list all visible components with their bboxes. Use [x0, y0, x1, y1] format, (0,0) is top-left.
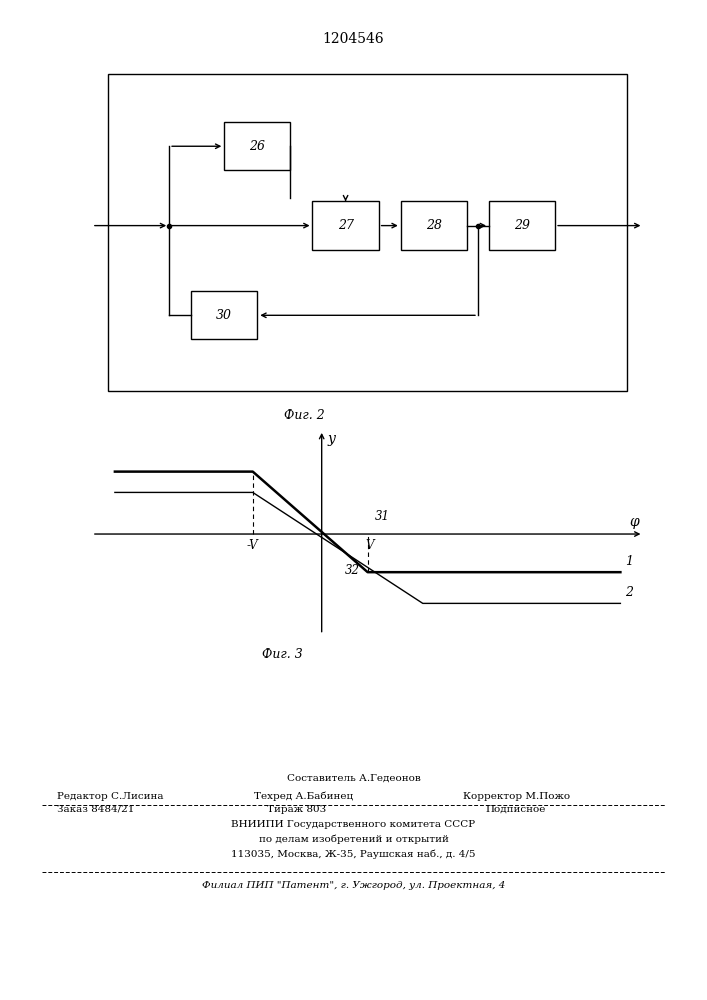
Text: Филиал ПИП "Патент", г. Ужгород, ул. Проектная, 4: Филиал ПИП "Патент", г. Ужгород, ул. Про… — [201, 881, 506, 890]
Text: 31: 31 — [375, 510, 390, 523]
Text: Корректор М.Пожо: Корректор М.Пожо — [462, 792, 570, 801]
Text: Подписное: Подписное — [486, 805, 547, 814]
Text: Техред А.Бабинец: Техред А.Бабинец — [255, 792, 354, 801]
Text: Фиг. 3: Фиг. 3 — [262, 648, 303, 661]
Text: 1: 1 — [625, 555, 633, 568]
Text: 29: 29 — [514, 219, 530, 232]
Text: φ: φ — [629, 515, 639, 529]
Bar — [224, 122, 291, 170]
Text: Фиг. 2: Фиг. 2 — [284, 409, 325, 422]
Text: 113035, Москва, Ж-35, Раушская наб., д. 4/5: 113035, Москва, Ж-35, Раушская наб., д. … — [231, 850, 476, 859]
Bar — [489, 201, 555, 250]
Bar — [401, 201, 467, 250]
Text: 27: 27 — [337, 219, 354, 232]
Text: 2: 2 — [625, 586, 633, 599]
Text: ВНИИПИ Государственного комитета СССР: ВНИИПИ Государственного комитета СССР — [231, 820, 476, 829]
Text: 1204546: 1204546 — [322, 32, 385, 46]
Text: y: y — [327, 432, 335, 446]
Bar — [312, 201, 379, 250]
Text: Редактор С.Лисина: Редактор С.Лисина — [57, 792, 163, 801]
Text: Тираж 803: Тираж 803 — [267, 805, 327, 814]
Text: -V: -V — [247, 539, 259, 552]
Text: Заказ 8484/21: Заказ 8484/21 — [57, 805, 134, 814]
Text: 32: 32 — [345, 564, 360, 577]
Text: V: V — [366, 539, 374, 552]
Text: 30: 30 — [216, 309, 233, 322]
Text: 28: 28 — [426, 219, 442, 232]
Text: 26: 26 — [250, 140, 265, 153]
Text: Составитель А.Гедеонов: Составитель А.Гедеонов — [286, 774, 421, 783]
Bar — [191, 291, 257, 339]
Text: по делам изобретений и открытий: по делам изобретений и открытий — [259, 834, 448, 844]
